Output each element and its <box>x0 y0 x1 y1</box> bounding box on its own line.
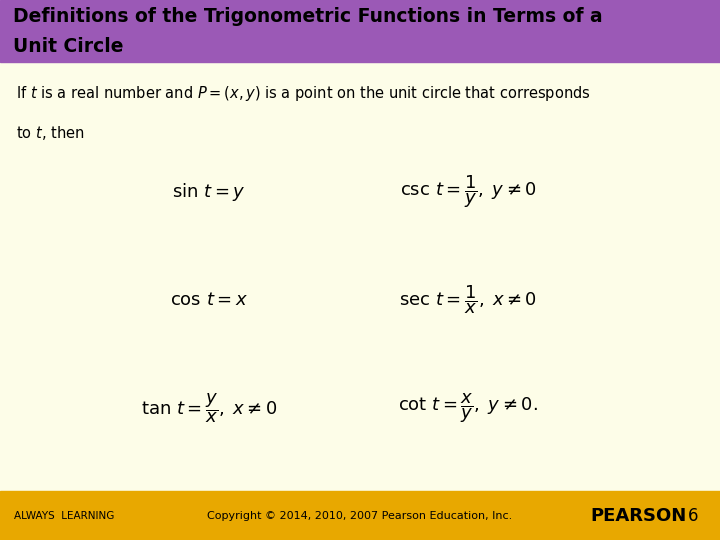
Text: $\cos\,t = x$: $\cos\,t = x$ <box>170 291 248 309</box>
Text: $\sec\,t = \dfrac{1}{x},\;x \neq 0$: $\sec\,t = \dfrac{1}{x},\;x \neq 0$ <box>399 284 537 316</box>
Text: $\cot\,t = \dfrac{x}{y},\;y \neq 0.$: $\cot\,t = \dfrac{x}{y},\;y \neq 0.$ <box>398 391 538 424</box>
Bar <box>0 62 720 491</box>
Text: Unit Circle: Unit Circle <box>13 37 123 56</box>
Text: If $t$ is a real number and $P = (x, y)$ is a point on the unit circle that corr: If $t$ is a real number and $P = (x, y)$… <box>16 84 590 103</box>
Bar <box>0 491 720 540</box>
Text: $\csc\,t = \dfrac{1}{y},\;y \neq 0$: $\csc\,t = \dfrac{1}{y},\;y \neq 0$ <box>400 173 536 210</box>
Text: PEARSON: PEARSON <box>590 507 687 525</box>
Text: ALWAYS  LEARNING: ALWAYS LEARNING <box>14 511 114 521</box>
Text: $\sin\,t = y$: $\sin\,t = y$ <box>172 181 246 202</box>
Text: Copyright © 2014, 2010, 2007 Pearson Education, Inc.: Copyright © 2014, 2010, 2007 Pearson Edu… <box>207 511 513 521</box>
Text: $\tan\,t = \dfrac{y}{x},\;x \neq 0$: $\tan\,t = \dfrac{y}{x},\;x \neq 0$ <box>140 391 277 424</box>
Bar <box>0 0 720 62</box>
Text: to $t$, then: to $t$, then <box>16 124 84 142</box>
Text: 6: 6 <box>688 507 698 525</box>
Text: Definitions of the Trigonometric Functions in Terms of a: Definitions of the Trigonometric Functio… <box>13 7 603 26</box>
